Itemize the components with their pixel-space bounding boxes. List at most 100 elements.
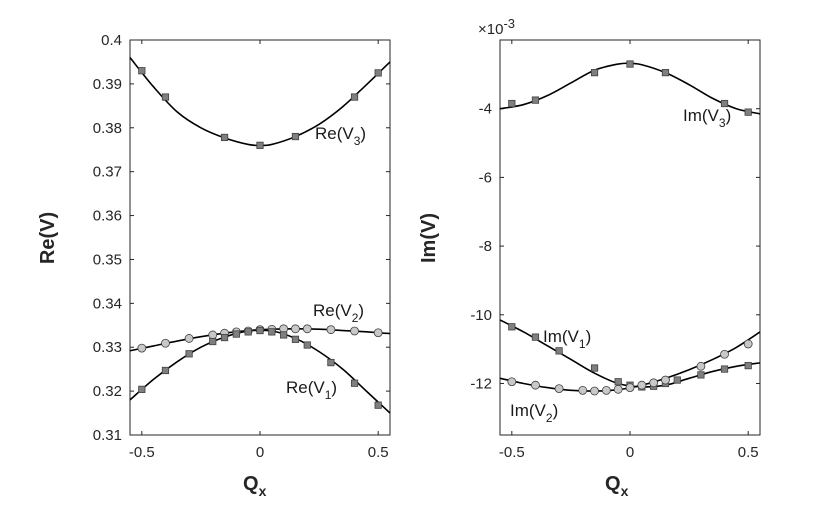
marker-im-v2 [531, 380, 540, 390]
marker-im-v1 [673, 376, 681, 384]
marker-re-v2 [208, 330, 218, 340]
right-y-exponent: ×10-3 [478, 16, 515, 38]
right-ytick-label: -10 [470, 307, 492, 324]
marker-im-v1 [508, 323, 516, 331]
right-axis-ticks: -0.5 0 0.5 -12 -10 -8 -6 -4 [470, 40, 760, 461]
label-im-v3: Im(V3) [683, 106, 731, 130]
left-ytick-label: 0.4 [101, 32, 122, 49]
label-im-v2: Im(V2) [510, 401, 558, 425]
marker-im-v3 [661, 69, 670, 77]
left-ytick-label: 0.34 [93, 295, 122, 312]
marker-im-v2 [696, 361, 706, 371]
right-x-axis-label-sub: x [621, 483, 629, 499]
right-xtick-label: -0.5 [499, 444, 525, 461]
marker-re-v1 [209, 337, 217, 346]
marker-re-v1 [256, 326, 264, 335]
marker-im-v3 [720, 99, 729, 108]
right-ytick-label: -4 [479, 101, 492, 118]
marker-re-v1 [161, 366, 170, 375]
left-panel: -0.5 0 0.5 0.31 0.32 0.33 0.34 0.35 0.36 0.37 0.38… [37, 32, 391, 499]
right-ytick-label: -12 [470, 375, 492, 392]
marker-im-v2 [661, 375, 670, 385]
marker-re-v2 [373, 328, 383, 338]
right-xtick-label: 0 [626, 444, 634, 461]
marker-re-v3 [220, 133, 229, 142]
marker-re-v2 [137, 343, 147, 353]
marker-im-v2 [590, 386, 599, 396]
marker-im-v2 [720, 349, 729, 359]
marker-im-v2 [637, 380, 647, 390]
marker-re-v2 [291, 324, 300, 334]
marker-re-v1 [220, 333, 229, 342]
marker-re-v1 [232, 330, 240, 338]
left-x-axis-label: Qx [243, 473, 267, 499]
left-ytick-label: 0.37 [93, 164, 122, 181]
marker-re-v1 [138, 385, 146, 393]
marker-im-v1 [555, 347, 563, 355]
label-re-v1: Re(V1) [286, 378, 337, 402]
marker-re-v1 [350, 379, 359, 387]
marker-im-v1 [697, 371, 705, 379]
left-ytick-label: 0.33 [93, 339, 122, 356]
marker-re-v2 [184, 334, 194, 343]
marker-re-v1 [280, 331, 288, 339]
label-re-v3: Re(V3) [315, 124, 366, 148]
marker-im-v1 [744, 362, 752, 370]
marker-im-v3 [590, 69, 599, 77]
left-ytick-label: 0.32 [93, 383, 122, 400]
marker-im-v3 [744, 108, 752, 116]
marker-im-v2 [625, 383, 635, 393]
label-im-v1: Im(V1) [543, 327, 591, 351]
marker-im-v1 [590, 364, 599, 372]
marker-re-v3 [350, 93, 359, 101]
right-plot-markers [507, 60, 753, 396]
right-ytick-label: -8 [479, 238, 492, 255]
label-re-v2: Re(V2) [313, 301, 364, 325]
left-plot-markers [137, 67, 383, 409]
left-ytick-label: 0.39 [93, 76, 122, 93]
marker-im-v2 [601, 385, 611, 395]
marker-im-v1 [614, 378, 622, 386]
right-x-axis-label: Qx [605, 473, 629, 499]
marker-im-v1 [531, 333, 540, 341]
marker-im-v2 [649, 378, 659, 388]
right-ytick-label: -6 [479, 169, 492, 186]
left-xtick-label: 0 [256, 444, 264, 461]
left-xtick-label: -0.5 [129, 444, 155, 461]
right-y-axis-label: Im(V) [418, 213, 440, 263]
marker-re-v2 [161, 338, 170, 348]
marker-re-v1 [268, 328, 276, 336]
right-xtick-label: 0.5 [738, 444, 759, 461]
left-x-axis-label-main: Q [243, 473, 259, 495]
marker-re-v3 [374, 69, 382, 77]
marker-re-v1 [244, 328, 252, 336]
right-x-axis-label-main: Q [605, 473, 621, 495]
marker-re-v2 [302, 324, 312, 334]
left-x-axis-label-sub: x [259, 483, 267, 499]
left-xtick-label: 0.5 [368, 444, 389, 461]
marker-re-v1 [374, 401, 382, 409]
left-ytick-label: 0.36 [93, 208, 122, 225]
marker-im-v3 [626, 60, 634, 68]
left-plot-frame [129, 39, 391, 436]
marker-re-v3 [291, 132, 300, 141]
right-panel: -0.5 0 0.5 -12 -10 -8 -6 -4 ×10-3 Im(V) Qx Im(V… [418, 16, 761, 499]
left-ytick-label: 0.31 [93, 427, 122, 444]
marker-re-v3 [161, 93, 170, 101]
marker-im-v2 [507, 377, 517, 387]
marker-re-v1 [327, 358, 335, 367]
marker-re-v2 [326, 325, 336, 335]
marker-im-v3 [508, 99, 516, 108]
marker-im-v1 [720, 365, 729, 373]
left-y-axis-label: Re(V) [37, 212, 59, 264]
marker-re-v1 [303, 341, 311, 349]
marker-re-v1 [185, 350, 193, 358]
marker-im-v3 [531, 96, 540, 104]
right-plot-frame [499, 39, 761, 436]
marker-im-v2 [613, 384, 623, 394]
marker-re-v2 [350, 326, 359, 336]
marker-re-v3 [256, 141, 264, 149]
left-ytick-label: 0.38 [93, 120, 122, 137]
marker-im-v2 [578, 385, 588, 395]
